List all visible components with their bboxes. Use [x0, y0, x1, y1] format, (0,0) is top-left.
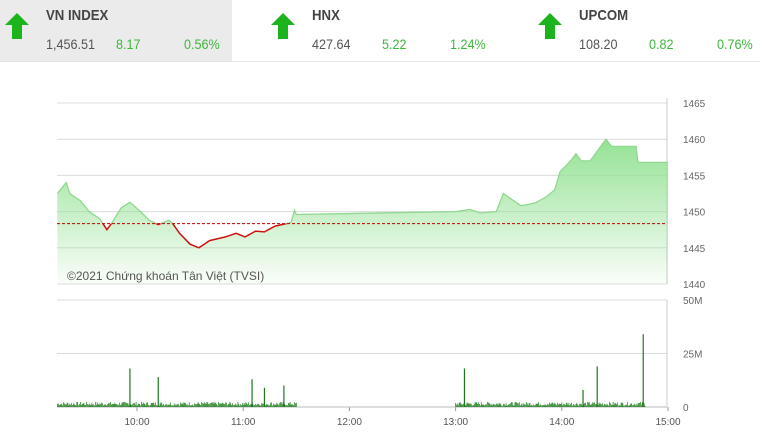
index-value: 427.64 [312, 36, 351, 52]
volume-tick-label: 0 [683, 403, 689, 414]
time-tick-label: 13:00 [443, 417, 468, 428]
arrow-up-icon [538, 13, 562, 39]
volume-tick-label: 25M [683, 350, 702, 361]
price-tick-label: 1455 [683, 171, 706, 182]
price-tick-label: 1460 [683, 135, 706, 146]
index-name: VN INDEX [46, 7, 109, 24]
index-percent: 1.24% [450, 36, 486, 52]
price-tick-label: 1445 [683, 244, 706, 255]
time-tick-label: 15:00 [655, 417, 680, 428]
price-tick-label: 1465 [683, 99, 706, 110]
volume-tick-label: 50M [683, 296, 702, 307]
price-tick-label: 1440 [683, 280, 706, 291]
index-percent: 0.56% [184, 36, 220, 52]
time-tick-label: 11:00 [231, 417, 256, 428]
price-line-up [56, 138, 668, 224]
index-change: 8.17 [116, 36, 141, 52]
price-line-down [102, 223, 290, 249]
index-name: HNX [312, 7, 340, 24]
index-change: 5.22 [382, 36, 407, 52]
index-change: 0.82 [649, 36, 674, 52]
index-name: UPCOM [579, 7, 629, 24]
index-panel-hnx[interactable]: HNX 427.64 5.22 1.24% [266, 0, 498, 61]
index-panel-vn-index[interactable]: VN INDEX 1,456.51 8.17 0.56% [0, 0, 232, 61]
price-area-fill [57, 139, 669, 284]
price-tick-label: 1450 [683, 208, 706, 219]
time-tick-label: 10:00 [124, 417, 149, 428]
index-header: VN INDEX 1,456.51 8.17 0.56% HNX 427.64 … [0, 0, 760, 62]
time-tick-label: 12:00 [337, 417, 362, 428]
time-tick-label: 14:00 [549, 417, 574, 428]
arrow-up-icon [271, 13, 295, 39]
index-value: 1,456.51 [46, 36, 96, 52]
arrow-up-icon [5, 13, 29, 39]
watermark: ©2021 Chứng khoán Tân Việt (TVSI) [67, 269, 264, 283]
index-percent: 0.76% [717, 36, 753, 52]
index-value: 108.20 [579, 36, 618, 52]
index-panel-upcom[interactable]: UPCOM 108.20 0.82 0.76% [533, 0, 760, 61]
